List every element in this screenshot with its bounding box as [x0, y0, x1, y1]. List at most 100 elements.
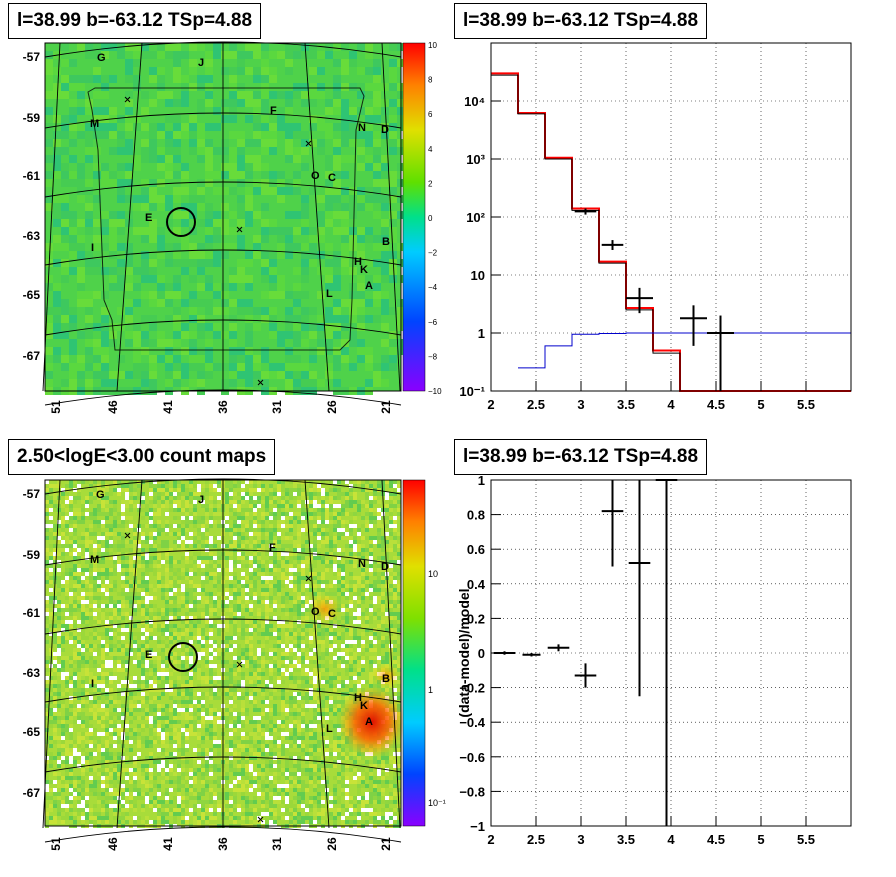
map-pixel — [397, 652, 401, 656]
map-pixel — [365, 608, 369, 612]
map-pixel — [89, 604, 93, 608]
map-pixel — [149, 195, 157, 203]
map-pixel — [217, 524, 221, 528]
map-pixel — [261, 307, 269, 315]
map-pixel — [61, 540, 65, 544]
map-pixel — [365, 492, 369, 496]
map-pixel — [269, 568, 273, 572]
map-pixel — [101, 131, 109, 139]
map-pixel — [373, 291, 381, 299]
map-pixel — [237, 59, 245, 67]
map-pixel — [353, 544, 357, 548]
map-pixel — [97, 668, 101, 672]
map-pixel — [297, 604, 301, 608]
map-pixel — [101, 588, 105, 592]
map-pixel — [113, 620, 117, 624]
map-pixel — [257, 568, 261, 572]
map-pixel — [261, 644, 265, 648]
map-pixel — [85, 500, 89, 504]
map-pixel — [165, 572, 169, 576]
map-pixel — [325, 632, 329, 636]
map-pixel — [301, 315, 309, 323]
map-pixel — [253, 692, 257, 696]
map-pixel — [313, 660, 317, 664]
map-pixel — [333, 251, 341, 259]
map-pixel — [325, 155, 333, 163]
map-pixel — [193, 600, 197, 604]
map-pixel — [285, 139, 293, 147]
map-pixel — [73, 652, 77, 656]
map-pixel — [325, 544, 329, 548]
map-pixel — [109, 275, 117, 283]
map-pixel — [85, 75, 93, 83]
map-pixel — [293, 548, 297, 552]
map-pixel — [73, 680, 77, 684]
map-pixel — [93, 75, 101, 83]
map-pixel — [173, 115, 181, 123]
map-pixel — [381, 548, 385, 552]
map-pixel — [89, 500, 93, 504]
map-pixel — [161, 580, 165, 584]
map-pixel — [357, 500, 361, 504]
map-pixel — [209, 640, 213, 644]
map-pixel — [213, 672, 217, 676]
map-pixel — [45, 363, 53, 371]
map-pixel — [253, 576, 257, 580]
map-pixel — [333, 299, 341, 307]
map-pixel — [249, 480, 253, 484]
x-tick-label: 2.5 — [527, 397, 545, 412]
map-pixel — [157, 564, 161, 568]
map-pixel — [253, 600, 257, 604]
map-pixel — [289, 616, 293, 620]
map-pixel — [125, 500, 129, 504]
map-pixel — [321, 496, 325, 500]
map-pixel — [309, 532, 313, 536]
map-pixel — [329, 708, 333, 712]
map-pixel — [285, 608, 289, 612]
map-pixel — [217, 592, 221, 596]
map-pixel — [213, 612, 217, 616]
map-pixel — [53, 83, 61, 91]
map-pixel — [325, 568, 329, 572]
map-pixel — [397, 692, 401, 696]
map-pixel — [197, 331, 205, 339]
map-pixel — [45, 664, 49, 668]
map-pixel — [133, 532, 137, 536]
map-pixel — [229, 496, 233, 500]
map-pixel — [241, 620, 245, 624]
map-pixel — [173, 500, 177, 504]
map-pixel — [305, 548, 309, 552]
map-pixel — [201, 588, 205, 592]
map-pixel — [185, 508, 189, 512]
map-pixel — [277, 536, 281, 540]
map-pixel — [65, 532, 69, 536]
map-pixel — [341, 512, 345, 516]
map-pixel — [81, 504, 85, 508]
map-pixel — [241, 500, 245, 504]
map-pixel — [173, 592, 177, 596]
map-pixel — [325, 243, 333, 251]
map-pixel — [61, 676, 65, 680]
map-pixel — [77, 123, 85, 131]
map-pixel — [77, 363, 85, 371]
map-pixel — [333, 139, 341, 147]
map-pixel — [349, 524, 353, 528]
map-pixel — [293, 171, 301, 179]
map-pixel — [109, 616, 113, 620]
map-pixel — [197, 299, 205, 307]
map-pixel — [397, 628, 401, 632]
map-pixel — [313, 584, 317, 588]
map-pixel — [125, 528, 129, 532]
map-pixel — [109, 179, 117, 187]
map-pixel — [313, 676, 317, 680]
map-pixel — [109, 492, 113, 496]
map-pixel — [53, 508, 57, 512]
map-pixel — [233, 528, 237, 532]
map-pixel — [325, 708, 329, 712]
map-pixel — [85, 504, 89, 508]
map-pixel — [265, 532, 269, 536]
map-pixel — [245, 163, 253, 171]
map-pixel — [185, 516, 189, 520]
map-pixel — [157, 644, 161, 648]
